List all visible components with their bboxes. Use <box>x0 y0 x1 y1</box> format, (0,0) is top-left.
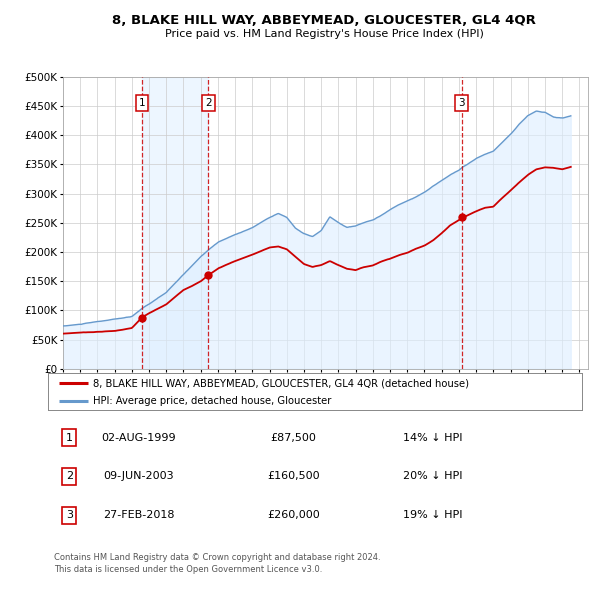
Text: 2: 2 <box>205 98 212 108</box>
Text: £160,500: £160,500 <box>268 471 320 481</box>
Text: 27-FEB-2018: 27-FEB-2018 <box>103 510 175 520</box>
Text: This data is licensed under the Open Government Licence v3.0.: This data is licensed under the Open Gov… <box>54 565 322 573</box>
Text: 1: 1 <box>66 432 73 442</box>
Text: 09-JUN-2003: 09-JUN-2003 <box>103 471 174 481</box>
Text: 2: 2 <box>66 471 73 481</box>
Text: £87,500: £87,500 <box>271 432 317 442</box>
Text: 20% ↓ HPI: 20% ↓ HPI <box>403 471 462 481</box>
Text: £260,000: £260,000 <box>267 510 320 520</box>
Text: Price paid vs. HM Land Registry's House Price Index (HPI): Price paid vs. HM Land Registry's House … <box>164 29 484 38</box>
Text: 1: 1 <box>139 98 145 108</box>
Text: 8, BLAKE HILL WAY, ABBEYMEAD, GLOUCESTER, GL4 4QR: 8, BLAKE HILL WAY, ABBEYMEAD, GLOUCESTER… <box>112 14 536 27</box>
Text: 3: 3 <box>66 510 73 520</box>
Text: 8, BLAKE HILL WAY, ABBEYMEAD, GLOUCESTER, GL4 4QR (detached house): 8, BLAKE HILL WAY, ABBEYMEAD, GLOUCESTER… <box>94 378 469 388</box>
Text: 19% ↓ HPI: 19% ↓ HPI <box>403 510 462 520</box>
Bar <box>142 77 208 369</box>
Text: 14% ↓ HPI: 14% ↓ HPI <box>403 432 462 442</box>
Text: 02-AUG-1999: 02-AUG-1999 <box>101 432 176 442</box>
Text: HPI: Average price, detached house, Gloucester: HPI: Average price, detached house, Glou… <box>94 396 332 406</box>
Text: Contains HM Land Registry data © Crown copyright and database right 2024.: Contains HM Land Registry data © Crown c… <box>54 553 380 562</box>
Text: 3: 3 <box>458 98 465 108</box>
